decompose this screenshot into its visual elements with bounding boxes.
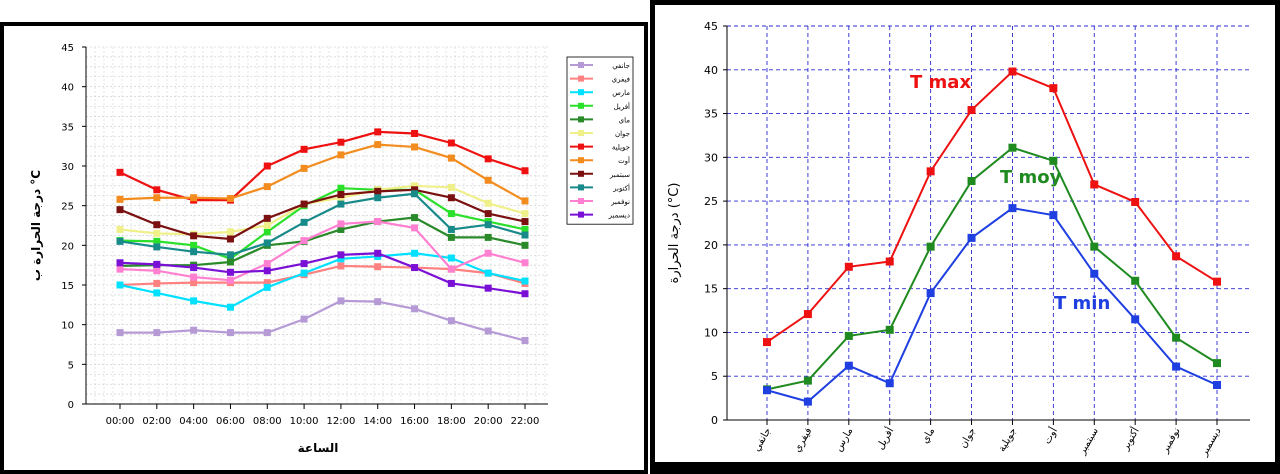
- data-point: [845, 362, 853, 370]
- data-point: [1172, 334, 1180, 342]
- y-tick-label: 40: [704, 64, 718, 77]
- data-point: [886, 258, 894, 266]
- data-point: [1213, 359, 1221, 367]
- data-point: [804, 310, 812, 318]
- x-tick-label: أفريل: [873, 425, 896, 452]
- series-line: [767, 148, 1217, 390]
- y-tick-label: 10: [704, 326, 718, 339]
- series-annotation: T min: [1054, 293, 1110, 314]
- data-point: [927, 167, 935, 175]
- data-point: [1008, 144, 1016, 152]
- data-point: [927, 243, 935, 251]
- data-point: [845, 263, 853, 271]
- data-point: [1090, 243, 1098, 251]
- data-point: [968, 177, 976, 185]
- data-point: [1008, 68, 1016, 76]
- data-point: [763, 338, 771, 346]
- data-point: [927, 289, 935, 297]
- x-tick-label: مارس: [833, 426, 855, 454]
- y-tick-label: 0: [711, 414, 718, 427]
- x-tick-label: ديسمبر: [1198, 426, 1223, 459]
- y-tick-label: 45: [704, 20, 718, 33]
- series-annotation: T moy: [1000, 167, 1062, 188]
- y-tick-label: 20: [704, 239, 718, 252]
- y-tick-label: 25: [704, 195, 718, 208]
- data-point: [1049, 157, 1057, 165]
- data-point: [1049, 84, 1057, 92]
- series-annotation: T max: [910, 72, 971, 93]
- data-point: [968, 106, 976, 114]
- x-tick-label: ماي: [920, 426, 938, 446]
- data-point: [886, 326, 894, 334]
- data-point: [845, 332, 853, 340]
- series-line: [767, 208, 1217, 401]
- data-point: [1213, 381, 1221, 389]
- data-point: [1131, 198, 1139, 206]
- data-point: [1090, 270, 1098, 278]
- x-tick-label: فيفري: [792, 426, 815, 454]
- data-point: [1131, 277, 1139, 285]
- x-tick-label: نوفمبر: [1159, 426, 1183, 456]
- data-point: [1090, 180, 1098, 188]
- data-point: [968, 234, 976, 242]
- x-tick-label: جانفي: [751, 426, 773, 454]
- data-point: [1172, 363, 1180, 371]
- data-point: [763, 386, 771, 394]
- y-tick-label: 5: [711, 370, 718, 383]
- y-axis-label: درجة الحرارة (°C): [667, 183, 682, 284]
- x-tick-label: أوت: [1040, 425, 1060, 446]
- data-point: [886, 379, 894, 387]
- x-tick-label: سبتمبر: [1076, 426, 1100, 457]
- x-tick-label: جويلية: [997, 426, 1019, 454]
- x-tick-label: أكتوبر: [1118, 425, 1142, 453]
- data-point: [804, 398, 812, 406]
- data-point: [804, 377, 812, 385]
- data-point: [1008, 204, 1016, 212]
- data-point: [1131, 315, 1139, 323]
- data-point: [1172, 252, 1180, 260]
- y-tick-label: 30: [704, 151, 718, 164]
- x-tick-label: جوان: [958, 426, 978, 450]
- data-point: [1049, 211, 1057, 219]
- y-tick-label: 15: [704, 283, 718, 296]
- y-tick-label: 35: [704, 108, 718, 121]
- data-point: [1213, 278, 1221, 286]
